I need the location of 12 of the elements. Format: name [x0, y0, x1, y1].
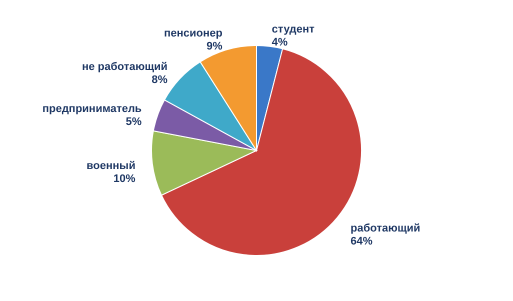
slice-label: военный [86, 160, 136, 172]
data-label: 8% [152, 74, 168, 86]
data-label: 5% [126, 116, 142, 128]
slice-label: предприниматель [42, 103, 142, 116]
slice-label: работающий [350, 222, 420, 234]
data-label: 64% [350, 235, 373, 248]
slice-label: не работающий [82, 60, 168, 73]
data-label: 9% [206, 40, 223, 52]
slice-label: пенсионер [164, 27, 223, 40]
data-label: 10% [113, 172, 136, 185]
slice-label: студент [272, 23, 316, 36]
data-label: 4% [272, 36, 288, 48]
